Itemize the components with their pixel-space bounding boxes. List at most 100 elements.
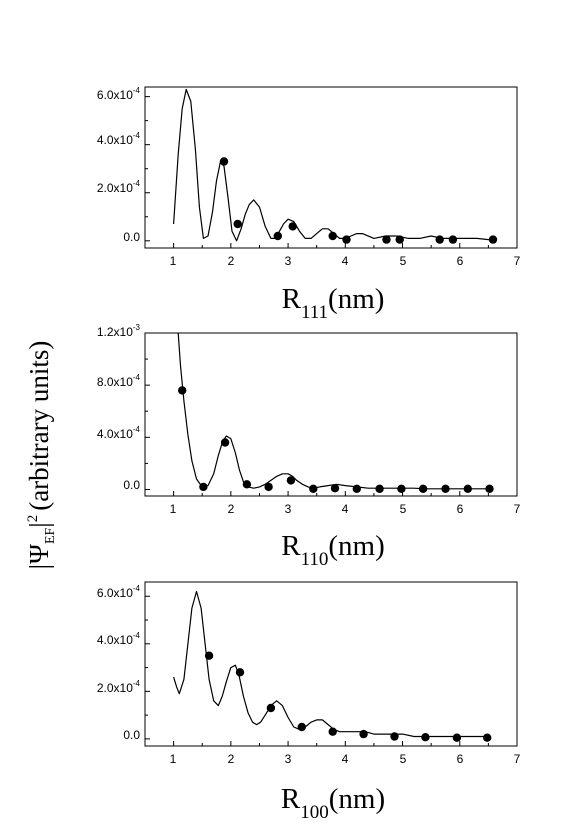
ytick-label: 4.0x10-4 bbox=[97, 131, 141, 147]
panel-111-data-point bbox=[342, 235, 351, 244]
ytick-label: 1.2x10-3 bbox=[97, 323, 141, 339]
xtick-label: 5 bbox=[400, 502, 407, 516]
xtick-label: 5 bbox=[400, 254, 407, 268]
ylabel-psi-symbol: Ψ bbox=[24, 544, 54, 564]
xtick-label: 4 bbox=[342, 254, 349, 268]
xtick-label: 6 bbox=[457, 752, 464, 766]
xtick-label: 1 bbox=[170, 752, 177, 766]
panel-111-frame bbox=[144, 86, 518, 249]
panel-110-data-point bbox=[178, 386, 187, 395]
panel-111-curve bbox=[173, 88, 495, 242]
xtick-label: 6 bbox=[457, 254, 464, 268]
panel-100-x-axis-title: R100(nm) bbox=[281, 783, 385, 823]
panel-100-data-point bbox=[452, 733, 462, 742]
panel-111-data-point bbox=[233, 219, 242, 229]
panel-110: 0.0 4.0x10-4 8.0x10-4 1.2x10-3 1 2 3 4 5… bbox=[97, 323, 521, 570]
ytick-label: 6.0x10-4 bbox=[97, 584, 141, 600]
ylabel-units: (arbitrary units) bbox=[24, 341, 54, 511]
panel-110-data-point bbox=[397, 484, 406, 493]
panel-100-plot-area bbox=[144, 581, 518, 747]
panel-111-data-point bbox=[328, 231, 337, 241]
panel-100-data-point bbox=[483, 733, 492, 742]
xtick-label: 5 bbox=[400, 752, 407, 766]
panel-100-data-point bbox=[204, 651, 214, 660]
panel-110-data-point bbox=[441, 484, 450, 493]
xtick-label: 3 bbox=[285, 502, 292, 516]
panel-110-data-point bbox=[264, 482, 273, 492]
panel-111-data-point bbox=[448, 235, 458, 244]
panel-110-data-point bbox=[286, 476, 296, 485]
ytick-label: 8.0x10-4 bbox=[97, 373, 141, 389]
panel-110-data-point bbox=[309, 484, 318, 493]
panel-111-ytick-labels: 0.0 2.0x10-4 4.0x10-4 6.0x10-4 bbox=[97, 86, 141, 244]
panel-110-data-point bbox=[375, 484, 384, 493]
ytick-label: 2.0x10-4 bbox=[97, 679, 141, 695]
panel-110-plot-area bbox=[144, 332, 518, 497]
xtick-label: 2 bbox=[228, 502, 235, 516]
panel-111-data-point bbox=[273, 231, 282, 241]
panel-111-data-point bbox=[488, 235, 498, 244]
panel-110-data-point bbox=[242, 480, 252, 489]
panel-100-curve bbox=[173, 590, 489, 738]
panel-111: 0.0 2.0x10-4 4.0x10-4 6.0x10-4 1 2 3 4 5… bbox=[97, 86, 521, 323]
ylabel-bar-left: | bbox=[24, 564, 54, 569]
xtick-label: 2 bbox=[228, 254, 235, 268]
panel-110-curve bbox=[177, 332, 492, 490]
panel-111-data-point bbox=[288, 222, 297, 231]
xtick-label: 7 bbox=[514, 752, 521, 766]
ylabel-bar-right: | bbox=[24, 522, 54, 527]
ylabel-power: 2 bbox=[25, 515, 41, 523]
panel-110-x-axis-title: R110(nm) bbox=[281, 530, 385, 570]
panel-110-data-point bbox=[330, 484, 340, 493]
panel-110-data-point bbox=[418, 484, 428, 493]
panel-100-data-point bbox=[421, 733, 430, 742]
panel-110-data-point bbox=[352, 484, 361, 493]
ytick-label: 2.0x10-4 bbox=[97, 179, 141, 195]
ytick-label: 0.0 bbox=[123, 230, 140, 244]
svg-text:|ΨEF|2(arbitrary units): |ΨEF|2(arbitrary units) bbox=[24, 341, 58, 570]
xtick-label: 7 bbox=[514, 502, 521, 516]
panel-100-frame bbox=[144, 581, 518, 747]
ytick-label: 4.0x10-4 bbox=[97, 425, 141, 441]
xtick-label: 1 bbox=[170, 502, 177, 516]
panel-111-xtick-labels: 1 2 3 4 5 6 7 bbox=[170, 254, 521, 268]
ylabel-subscript: EF bbox=[43, 528, 58, 545]
panel-111-plot-area bbox=[144, 86, 518, 249]
panel-100: 0.0 2.0x10-4 4.0x10-4 6.0x10-4 1 2 3 4 5… bbox=[97, 584, 521, 823]
panel-100-data-point bbox=[390, 732, 399, 741]
panel-110-data-point bbox=[199, 482, 208, 492]
panel-111-data-point bbox=[219, 157, 229, 166]
xtick-label: 4 bbox=[342, 752, 349, 766]
panel-111-data-point bbox=[435, 235, 444, 244]
xtick-label: 3 bbox=[285, 254, 292, 268]
y-axis-title: |ΨEF|2(arbitrary units) bbox=[24, 341, 58, 570]
xtick-label: 1 bbox=[170, 254, 177, 268]
panel-100-data-point bbox=[235, 668, 245, 677]
ytick-label: 6.0x10-4 bbox=[97, 86, 141, 102]
ytick-label: 0.0 bbox=[123, 728, 140, 742]
panel-100-data-point bbox=[359, 729, 368, 739]
xtick-label: 4 bbox=[342, 502, 349, 516]
xtick-label: 2 bbox=[228, 752, 235, 766]
ytick-label: 0.0 bbox=[123, 478, 140, 492]
panel-111-x-axis-title: R111(nm) bbox=[282, 283, 385, 323]
xtick-label: 7 bbox=[514, 254, 521, 268]
panel-100-data-point bbox=[266, 703, 276, 713]
panel-100-data-point bbox=[328, 727, 337, 736]
xtick-label: 6 bbox=[457, 502, 464, 516]
panel-110-ytick-labels: 0.0 4.0x10-4 8.0x10-4 1.2x10-3 bbox=[97, 323, 141, 492]
xtick-label: 3 bbox=[285, 752, 292, 766]
panel-100-data-point bbox=[297, 722, 306, 732]
panel-111-data-point bbox=[382, 235, 391, 244]
panel-100-ytick-labels: 0.0 2.0x10-4 4.0x10-4 6.0x10-4 bbox=[97, 584, 141, 742]
panel-110-frame bbox=[144, 332, 518, 497]
panel-110-data-point bbox=[485, 484, 494, 493]
panel-110-data-point bbox=[463, 484, 472, 493]
panel-111-data-point bbox=[395, 235, 404, 244]
ytick-label: 4.0x10-4 bbox=[97, 631, 141, 647]
plots-layer bbox=[144, 86, 518, 747]
panel-100-xtick-labels: 1 2 3 4 5 6 7 bbox=[170, 752, 521, 766]
panel-110-xtick-labels: 1 2 3 4 5 6 7 bbox=[170, 502, 521, 516]
panel-110-data-point bbox=[220, 438, 230, 447]
